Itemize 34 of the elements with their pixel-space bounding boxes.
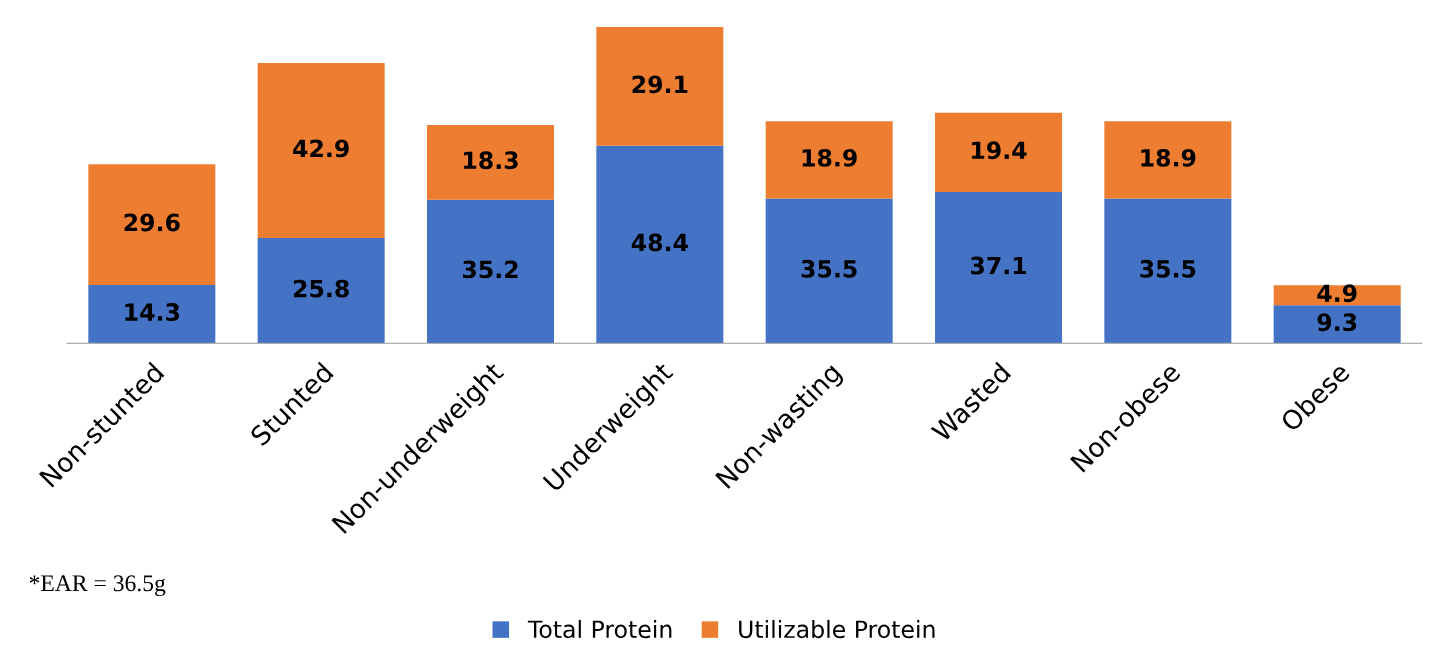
bar <box>765 121 893 199</box>
text: *EAR = 36.5g <box>29 575 166 597</box>
data-label: 18.9 <box>1141 148 1196 167</box>
bar <box>427 125 555 200</box>
bar <box>1104 121 1232 199</box>
data-label: 18.9 <box>802 148 857 167</box>
bar <box>257 238 385 344</box>
data-label: 29.1 <box>632 75 688 94</box>
bar <box>935 191 1063 344</box>
legend-label: Utilizable Protein <box>739 619 935 639</box>
bar <box>1273 305 1401 344</box>
data-label: 18.3 <box>464 151 518 170</box>
legend-label: Total Protein <box>527 619 672 639</box>
bar <box>935 112 1063 192</box>
data-label: 25.8 <box>293 279 349 298</box>
bar <box>596 27 724 146</box>
data-label: 9.3 <box>1317 313 1357 332</box>
data-label: 14.3 <box>125 303 180 321</box>
data-label: 37.1 <box>970 256 1027 275</box>
data-label: 48.4 <box>631 233 688 252</box>
data-label: 35.5 <box>1140 259 1196 278</box>
data-label: 4.9 <box>1317 284 1357 303</box>
data-label: 42.9 <box>293 139 349 158</box>
data-label: 35.2 <box>462 260 518 279</box>
bar <box>1104 198 1232 344</box>
data-label: 35.5 <box>801 259 857 278</box>
data-label: 19.4 <box>972 141 1027 160</box>
bar <box>257 63 385 239</box>
data-label: 29.6 <box>124 213 180 232</box>
bar <box>765 198 893 344</box>
bar <box>596 145 724 344</box>
bar <box>88 164 216 285</box>
bar <box>88 284 216 344</box>
bar <box>427 199 555 344</box>
